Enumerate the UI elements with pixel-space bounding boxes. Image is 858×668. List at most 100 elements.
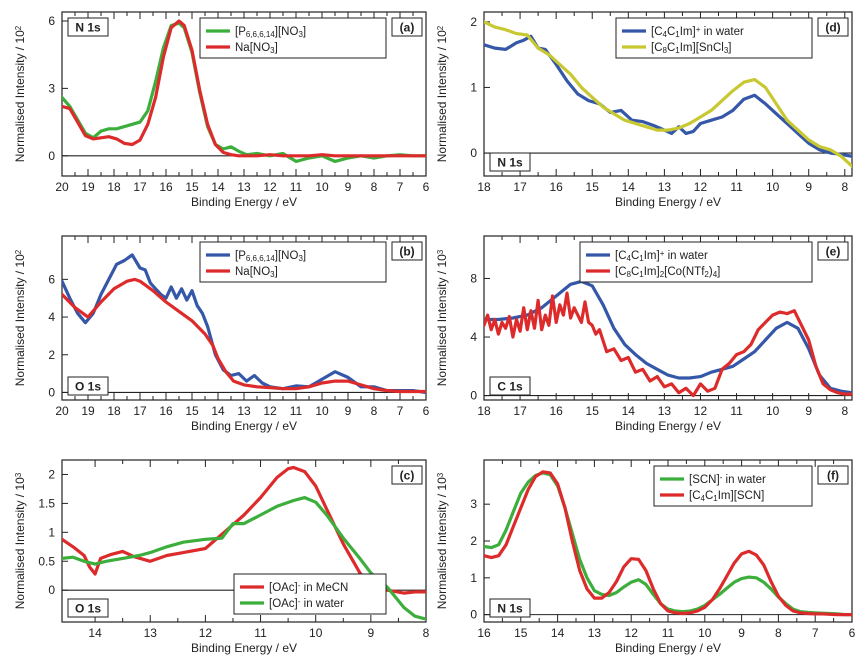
series-line-b-1 <box>62 253 426 395</box>
plot-frame <box>483 11 853 177</box>
y-tick-label: 4 <box>470 330 477 344</box>
x-tick-label: 17 <box>133 180 147 194</box>
legend-entry-1: [OAc]- in MeCN <box>269 581 348 594</box>
x-tick-label: 15 <box>185 180 199 194</box>
x-tick-label: 10 <box>315 404 329 418</box>
x-tick-label: 16 <box>159 404 173 418</box>
x-tick-label: 11 <box>290 404 303 418</box>
y-axis-title-exponent: 3 <box>14 472 23 477</box>
legend-box <box>199 17 387 59</box>
y-tick-label: 2 <box>470 534 477 548</box>
x-tick-label: 17 <box>513 404 527 418</box>
x-tick-label: 8 <box>371 180 378 194</box>
x-tick-label: 15 <box>586 180 600 194</box>
x-tick-label: 12 <box>263 404 277 418</box>
y-axis-title-exponent: 3 <box>436 472 445 477</box>
y-tick-label: 0 <box>48 149 55 163</box>
legend-entry-1: [SCN]- in water <box>689 473 766 486</box>
series-line-c-2 <box>62 496 426 621</box>
y-axis-title: Normalised Intensity / 102 <box>13 249 27 386</box>
core-level-box <box>489 598 531 618</box>
x-tick-label: 12 <box>263 180 277 194</box>
core-level-tag: C 1s <box>497 380 523 394</box>
series-line-d-2 <box>484 20 852 168</box>
x-tick-label: 7 <box>397 404 404 418</box>
x-tick-label: 20 <box>55 180 69 194</box>
y-tick-label: 3 <box>470 497 477 511</box>
x-tick-label: 18 <box>477 404 491 418</box>
x-tick-label: 6 <box>849 626 856 640</box>
y-axis-title-text: Normalised Intensity / 10 <box>435 477 449 609</box>
x-axis-title: Binding Energy / eV <box>191 419 297 433</box>
core-level-tag: N 1s <box>75 21 101 35</box>
y-tick-label: 8 <box>470 271 477 285</box>
x-tick-label: 8 <box>775 626 782 640</box>
y-tick-label: 1 <box>470 80 477 94</box>
y-axis-title-text: Normalised Intensity / 10 <box>435 254 449 386</box>
panel-label: (f) <box>827 469 839 483</box>
y-axis-title: Normalised Intensity / 103 <box>435 249 449 386</box>
y-tick-label: 0 <box>48 385 55 399</box>
y-tick-label: 3 <box>48 81 55 95</box>
y-tick-label: 0 <box>48 583 55 597</box>
legend-box <box>615 17 813 59</box>
x-tick-label: 14 <box>88 626 102 640</box>
legend-entry-2: Na[NO3] <box>235 266 278 279</box>
y-axis-title-text: Normalised Intensity / 10 <box>435 30 449 162</box>
x-tick-label: 8 <box>371 404 378 418</box>
x-tick-label: 17 <box>133 404 147 418</box>
legend-entry-1: [C4C1Im]+ in water <box>615 249 708 264</box>
panel-label: (c) <box>400 469 415 483</box>
y-tick-label: 2 <box>48 348 55 362</box>
core-level-tag: N 1s <box>497 602 523 616</box>
x-axis-title: Binding Energy / eV <box>191 641 297 655</box>
panel-label-box <box>817 241 849 261</box>
panel-label-box <box>391 241 423 261</box>
x-tick-label: 11 <box>254 626 267 640</box>
panel-label: (a) <box>400 21 415 35</box>
core-level-box <box>489 376 531 396</box>
y-axis-title: Normalised Intensity / 103 <box>13 472 27 609</box>
x-tick-label: 17 <box>513 180 527 194</box>
y-tick-label: 6 <box>48 272 55 286</box>
x-tick-label: 9 <box>738 626 745 640</box>
x-axis-title: Binding Energy / eV <box>615 419 721 433</box>
core-level-box <box>67 376 109 396</box>
x-tick-label: 12 <box>694 404 708 418</box>
core-level-tag: O 1s <box>75 602 101 616</box>
y-tick-label: 2 <box>48 467 55 481</box>
x-tick-label: 13 <box>658 404 672 418</box>
x-tick-label: 11 <box>662 626 675 640</box>
legend-entry-1: [C4C1Im]+ in water <box>651 25 744 40</box>
x-tick-label: 12 <box>625 626 639 640</box>
x-tick-label: 19 <box>81 404 95 418</box>
legend-box <box>199 241 387 283</box>
panel-e: 18 17 16 15 14 13 12 11 10 9 8 0 4 8 Binding Energy / … <box>435 235 853 433</box>
y-axis-title: Normalised Intensity / 102 <box>13 25 27 162</box>
series-line-b-2 <box>62 277 426 394</box>
x-tick-label: 13 <box>237 180 251 194</box>
y-tick-label: 0.5 <box>38 554 55 568</box>
x-tick-label: 19 <box>81 180 95 194</box>
series-line-e-1 <box>484 279 852 395</box>
x-tick-label: 15 <box>514 626 528 640</box>
x-tick-label: 10 <box>698 626 712 640</box>
x-tick-label: 10 <box>309 626 323 640</box>
x-tick-label: 9 <box>345 180 352 194</box>
y-axis-title-exponent: 3 <box>436 249 445 254</box>
panel-label: (e) <box>826 245 841 259</box>
series-line-f-2 <box>484 470 852 617</box>
core-level-tag: N 1s <box>497 156 523 170</box>
core-level-tag: O 1s <box>75 380 101 394</box>
legend-entry-2: Na[NO3] <box>235 42 278 55</box>
y-tick-label: 4 <box>48 310 55 324</box>
x-tick-label: 14 <box>211 404 225 418</box>
x-tick-label: 7 <box>397 180 404 194</box>
x-tick-label: 14 <box>211 180 225 194</box>
legend-box <box>579 241 813 283</box>
y-axis-title-text: Normalised Intensity / 10 <box>13 30 27 162</box>
panel-label: (b) <box>399 245 414 259</box>
x-tick-label: 15 <box>586 404 600 418</box>
series-line-a-2 <box>62 19 426 158</box>
x-tick-label: 14 <box>622 180 636 194</box>
